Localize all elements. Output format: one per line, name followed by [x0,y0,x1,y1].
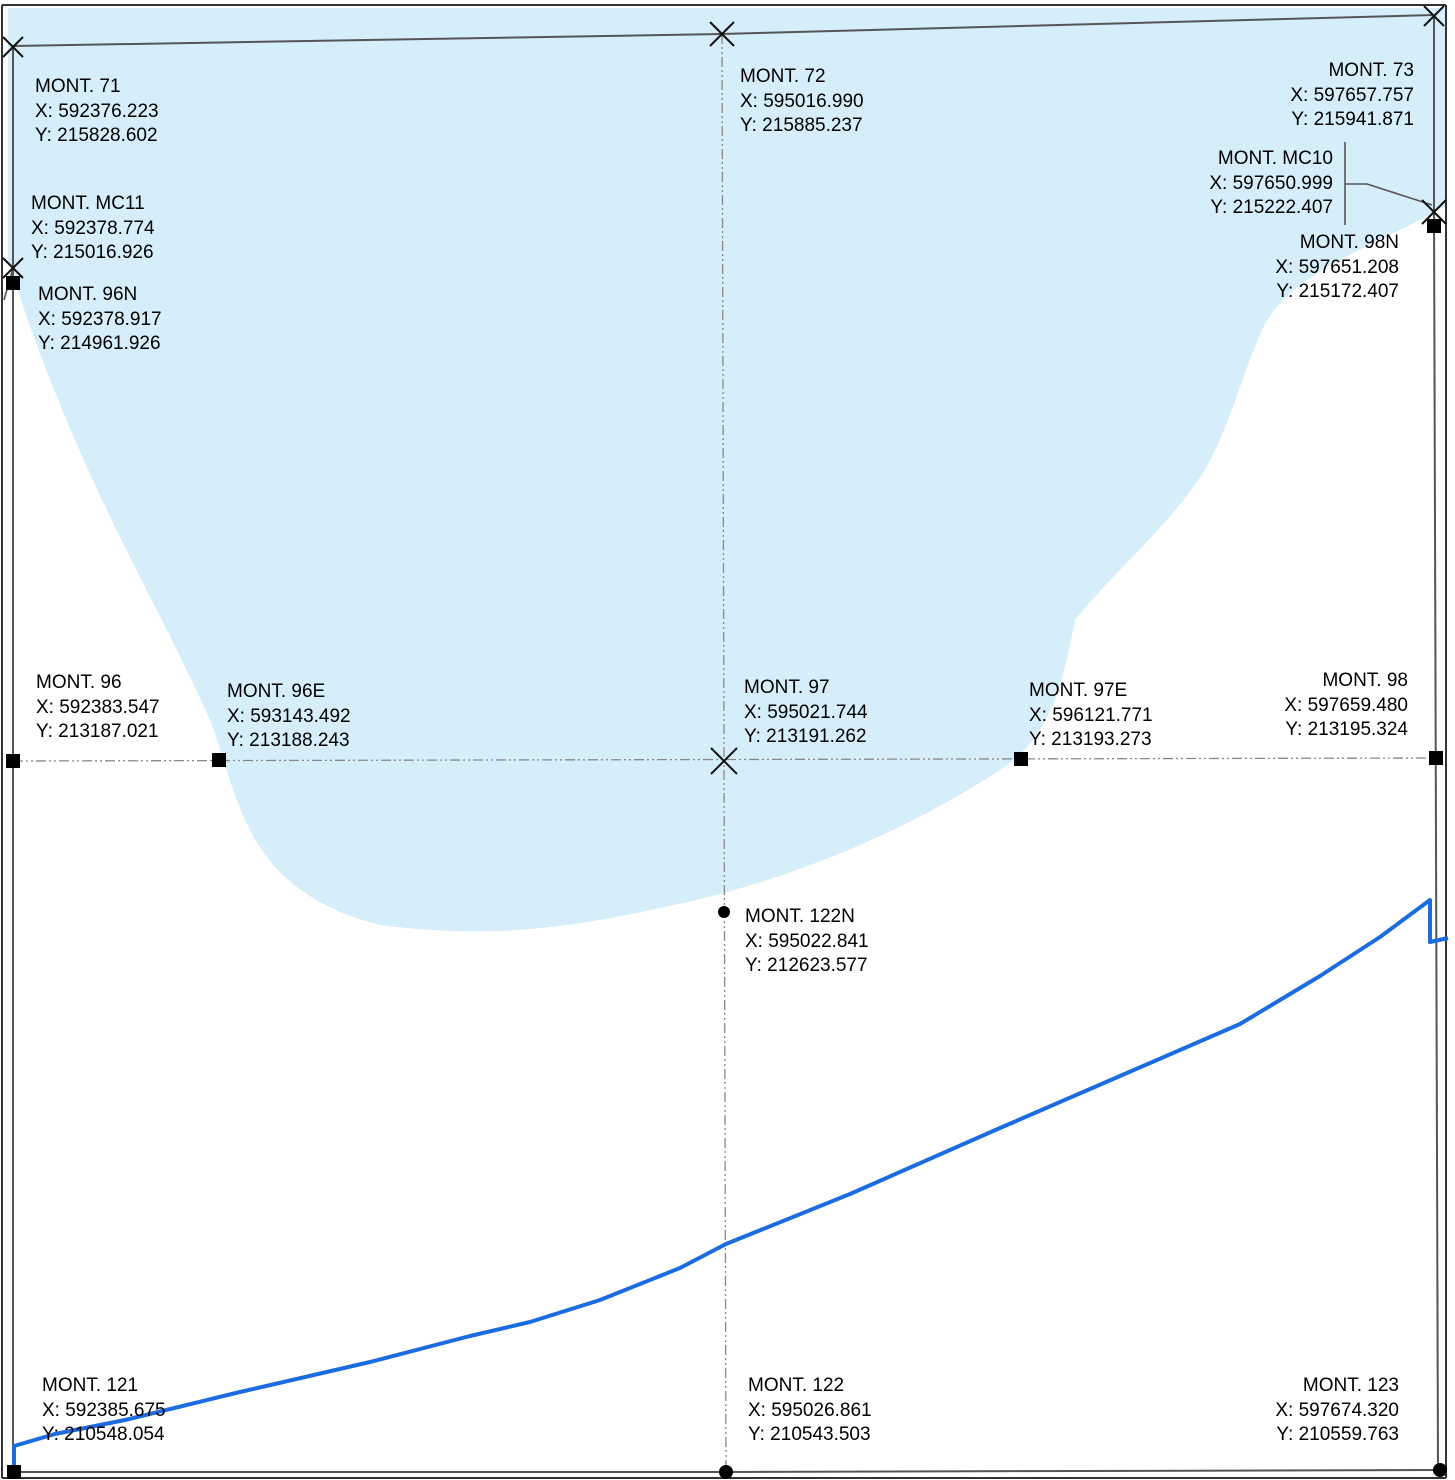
label-mont-122n: MONT. 122N X: 595022.841 Y: 212623.577 [745,905,869,979]
label-mont-96n: MONT. 96N X: 592378.917 Y: 214961.926 [38,283,162,357]
label-mont-97: MONT. 97 X: 595021.744 Y: 213191.262 [744,676,868,750]
label-name: MONT. 96 [36,671,160,696]
label-x: X: 595022.841 [745,930,869,955]
label-y: Y: 215941.871 [1290,108,1414,133]
label-y: Y: 215016.926 [31,241,155,266]
label-name: MONT. 122 [748,1374,872,1399]
label-name: MONT. 98N [1275,231,1399,256]
label-x: X: 593143.492 [227,705,351,730]
label-y: Y: 210548.054 [42,1423,166,1448]
label-mont-mc10: MONT. MC10 X: 597650.999 Y: 215222.407 [1209,147,1333,221]
label-x: X: 592378.774 [31,217,155,242]
label-mont-96: MONT. 96 X: 592383.547 Y: 213187.021 [36,671,160,745]
dot-icon [1433,1463,1447,1477]
label-y: Y: 215172.407 [1275,280,1399,305]
label-y: Y: 215885.237 [740,114,864,139]
square-icon [6,754,20,768]
label-y: Y: 214961.926 [38,332,162,357]
label-name: MONT. 71 [35,75,159,100]
label-name: MONT. 97 [744,676,868,701]
label-x: X: 592378.917 [38,308,162,333]
label-name: MONT. 96E [227,680,351,705]
label-x: X: 597657.757 [1290,84,1414,109]
label-name: MONT. 123 [1275,1374,1399,1399]
label-mont-98: MONT. 98 X: 597659.480 Y: 213195.324 [1284,669,1408,743]
label-y: Y: 212623.577 [745,954,869,979]
label-name: MONT. 97E [1029,679,1153,704]
label-y: Y: 213188.243 [227,729,351,754]
label-x: X: 595016.990 [740,90,864,115]
label-x: X: 595026.861 [748,1399,872,1424]
label-name: MONT. MC10 [1209,147,1333,172]
dot-icon [718,906,730,918]
label-y: Y: 213193.273 [1029,728,1153,753]
label-mont-96e: MONT. 96E X: 593143.492 Y: 213188.243 [227,680,351,754]
label-mont-71: MONT. 71 X: 592376.223 Y: 215828.602 [35,75,159,149]
label-y: Y: 210543.503 [748,1423,872,1448]
label-name: MONT. 121 [42,1374,166,1399]
label-y: Y: 213191.262 [744,725,868,750]
label-name: MONT. 122N [745,905,869,930]
label-name: MONT. 73 [1290,59,1414,84]
label-name: MONT. 96N [38,283,162,308]
label-x: X: 592376.223 [35,100,159,125]
label-mont-122: MONT. 122 X: 595026.861 Y: 210543.503 [748,1374,872,1448]
label-x: X: 597659.480 [1284,694,1408,719]
dot-icon [719,1465,733,1479]
label-x: X: 592383.547 [36,696,160,721]
label-name: MONT. 98 [1284,669,1408,694]
label-mont-73: MONT. 73 X: 597657.757 Y: 215941.871 [1290,59,1414,133]
label-mont-123: MONT. 123 X: 597674.320 Y: 210559.763 [1275,1374,1399,1448]
label-name: MONT. 72 [740,65,864,90]
label-x: X: 592385.675 [42,1399,166,1424]
label-x: X: 595021.744 [744,701,868,726]
label-x: X: 597651.208 [1275,256,1399,281]
label-mont-121: MONT. 121 X: 592385.675 Y: 210548.054 [42,1374,166,1448]
square-icon [212,753,226,767]
label-y: Y: 215222.407 [1209,196,1333,221]
label-y: Y: 213187.021 [36,720,160,745]
label-x: X: 596121.771 [1029,704,1153,729]
label-y: Y: 213195.324 [1284,718,1408,743]
label-mont-mc11: MONT. MC11 X: 592378.774 Y: 215016.926 [31,192,155,266]
label-x: X: 597650.999 [1209,172,1333,197]
square-icon [1427,219,1441,233]
label-mont-97e: MONT. 97E X: 596121.771 Y: 213193.273 [1029,679,1153,753]
label-y: Y: 215828.602 [35,124,159,149]
label-mont-98n: MONT. 98N X: 597651.208 Y: 215172.407 [1275,231,1399,305]
label-x: X: 597674.320 [1275,1399,1399,1424]
label-y: Y: 210559.763 [1275,1423,1399,1448]
label-name: MONT. MC11 [31,192,155,217]
square-icon [1429,751,1443,765]
square-icon [1014,752,1028,766]
label-mont-72: MONT. 72 X: 595016.990 Y: 215885.237 [740,65,864,139]
square-icon [6,276,20,290]
route-line [14,900,1448,1470]
square-icon [7,1465,21,1479]
